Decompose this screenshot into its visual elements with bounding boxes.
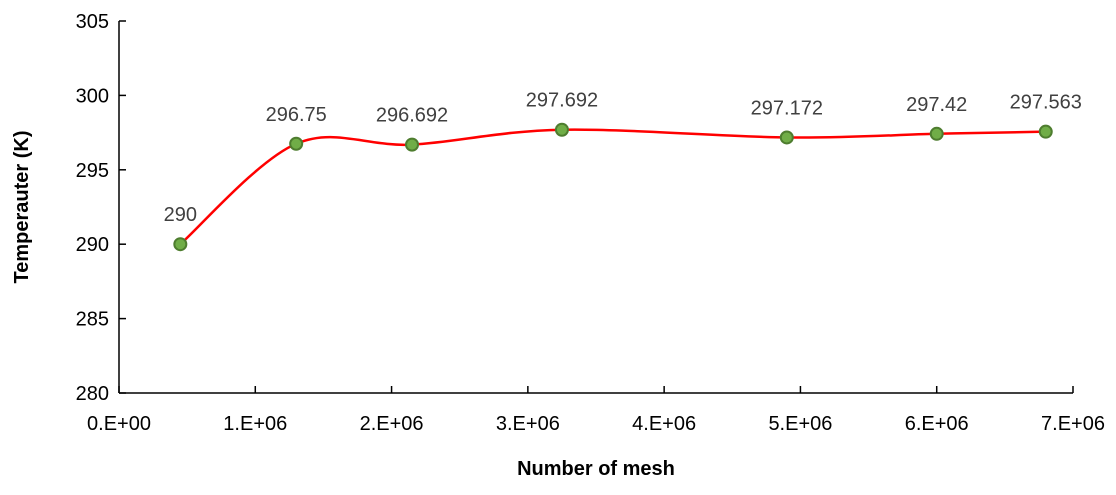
y-tick-label: 295 <box>76 160 109 182</box>
x-tick-label: 1.E+06 <box>223 413 287 435</box>
x-tick-label: 4.E+06 <box>632 413 696 435</box>
data-point-marker <box>929 126 944 141</box>
x-tick-label: 3.E+06 <box>496 413 560 435</box>
data-point-label: 296.692 <box>376 105 448 127</box>
data-point-label: 290 <box>164 204 197 226</box>
x-axis-title: Number of mesh <box>517 458 675 480</box>
x-tick-label: 6.E+06 <box>905 413 969 435</box>
data-markers <box>173 122 1053 252</box>
x-axis-ticks: 0.E+00 1.E+06 2.E+06 3.E+06 4.E+06 5.E+06 6.E+… <box>87 386 1105 435</box>
y-tick-label: 305 <box>76 11 109 33</box>
x-tick-label: 7.E+06 <box>1041 413 1105 435</box>
data-point-marker <box>1038 124 1053 139</box>
data-point-label: 297.692 <box>526 90 598 112</box>
data-point-label: 297.563 <box>1010 92 1082 114</box>
x-tick-label: 2.E+06 <box>360 413 424 435</box>
data-point-marker <box>779 130 794 145</box>
y-axis-ticks: 280 285 290 295 300 305 <box>76 11 126 405</box>
y-tick-label: 290 <box>76 234 109 256</box>
y-tick-label: 285 <box>76 309 109 331</box>
y-tick-label: 300 <box>76 85 109 107</box>
x-tick-label: 0.E+00 <box>87 413 151 435</box>
data-point-label: 297.172 <box>751 97 823 119</box>
y-tick-label: 280 <box>76 383 109 405</box>
data-point-label: 296.75 <box>266 104 327 126</box>
y-axis-title: Temperauter (K) <box>11 131 33 284</box>
data-point-marker <box>405 137 420 152</box>
data-point-label: 297.42 <box>906 94 967 116</box>
data-point-marker <box>554 122 569 137</box>
series-line <box>179 128 1046 246</box>
data-point-marker <box>173 237 188 252</box>
data-labels: 290 296.75 296.692 297.692 297.172 297.42 297.… <box>164 90 1082 226</box>
data-point-marker <box>289 136 304 151</box>
axes <box>118 21 1073 394</box>
x-tick-label: 5.E+06 <box>768 413 832 435</box>
